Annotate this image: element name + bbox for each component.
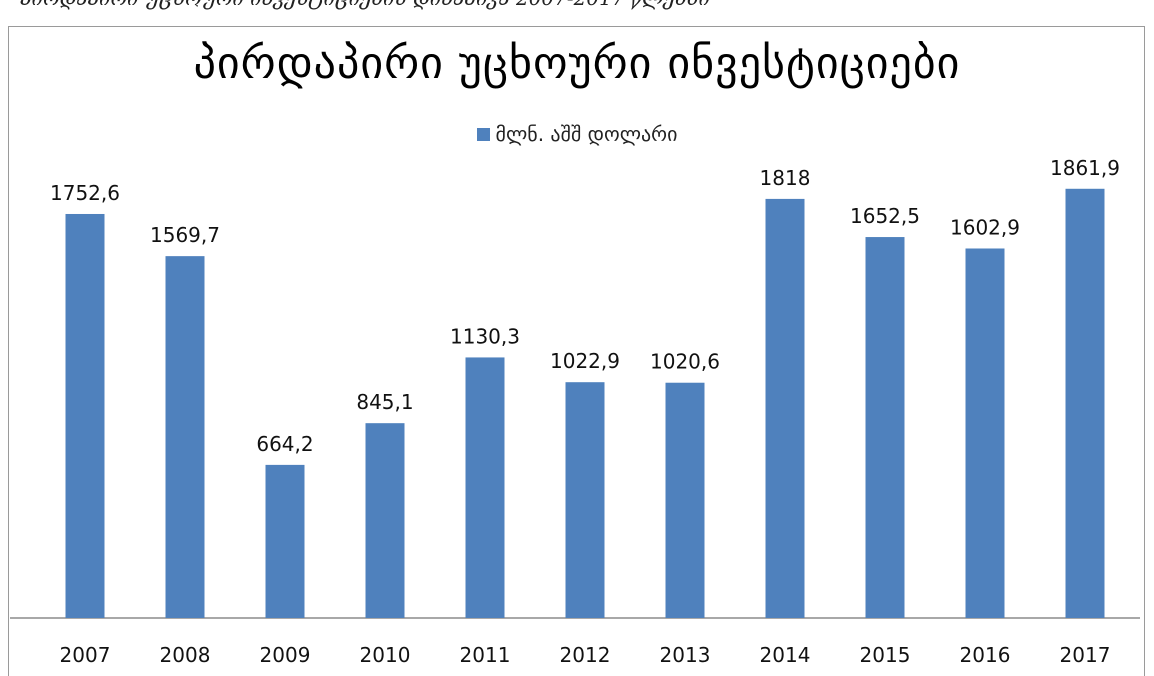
x-tick-label-2009: 2009 (260, 643, 311, 667)
bar-2013 (665, 382, 705, 618)
data-label-2013: 1020,6 (650, 350, 720, 374)
data-label-2011: 1130,3 (450, 324, 520, 348)
data-label-2010: 845,1 (356, 390, 413, 414)
top-caption: პირდაპირი უცხოური ინვესტიციების დინამიკა… (20, 0, 1020, 12)
x-tick-label-2011: 2011 (460, 643, 511, 667)
data-label-2007: 1752,6 (50, 181, 120, 205)
data-label-2012: 1022,9 (550, 349, 620, 373)
x-tick-label-2008: 2008 (160, 643, 211, 667)
chart-frame (8, 26, 1145, 676)
legend-label: მლნ. აშშ დოლარი (495, 122, 678, 146)
data-label-2016: 1602,9 (950, 215, 1020, 239)
bar-2012 (565, 382, 605, 618)
bar-2007 (65, 213, 105, 618)
bar-2014 (765, 198, 805, 619)
data-label-2017: 1861,9 (1050, 156, 1120, 180)
bar-2008 (165, 256, 205, 618)
x-tick-label-2007: 2007 (60, 643, 111, 667)
x-tick-label-2013: 2013 (660, 643, 711, 667)
x-tick-label-2010: 2010 (360, 643, 411, 667)
bar-2011 (465, 357, 505, 618)
bar-2016 (965, 248, 1005, 618)
x-tick-label-2017: 2017 (1060, 643, 1111, 667)
data-label-2014: 1818 (760, 166, 811, 190)
x-tick-label-2015: 2015 (860, 643, 911, 667)
data-label-2008: 1569,7 (150, 223, 220, 247)
bar-2017 (1065, 188, 1105, 618)
chart-legend: მლნ. აშშ დოლარი (0, 122, 1154, 146)
data-label-2015: 1652,5 (850, 204, 920, 228)
legend-swatch (476, 127, 490, 141)
x-tick-label-2016: 2016 (960, 643, 1011, 667)
x-tick-label-2014: 2014 (760, 643, 811, 667)
bar-2015 (865, 237, 905, 618)
x-tick-label-2012: 2012 (560, 643, 611, 667)
bar-2009 (265, 464, 305, 618)
data-label-2009: 664,2 (256, 432, 313, 456)
bar-2010 (365, 423, 405, 618)
chart-title: პირდაპირი უცხოური ინვესტიციები (193, 38, 961, 89)
